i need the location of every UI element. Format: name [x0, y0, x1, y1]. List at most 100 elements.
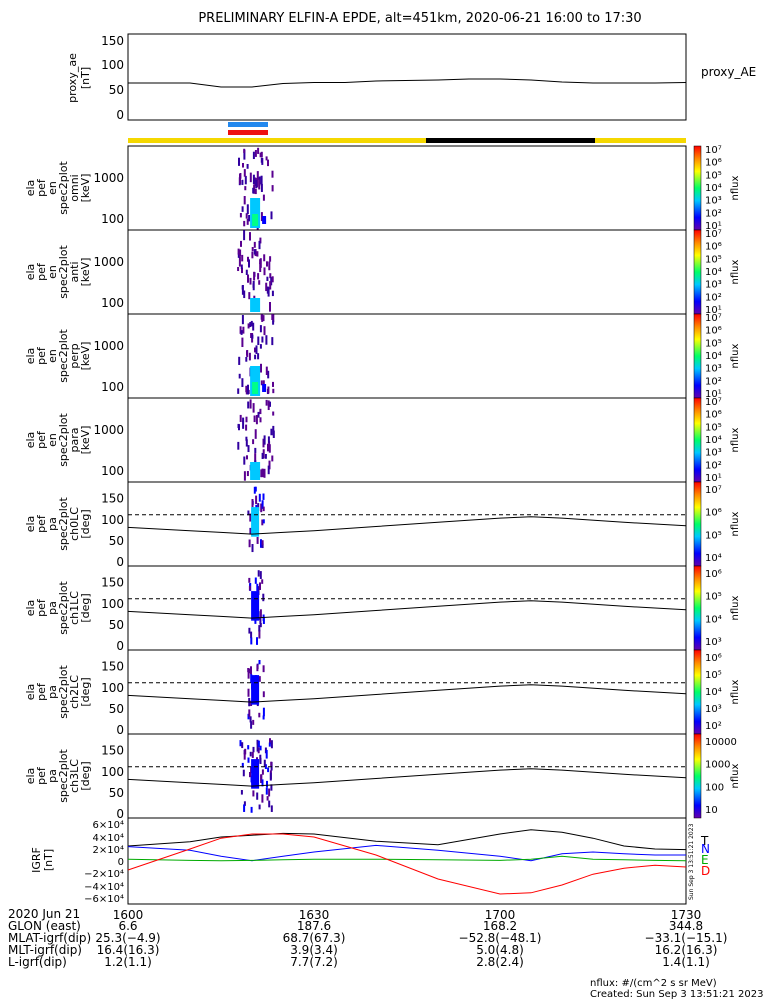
- colorbar-tick: 10⁷: [705, 397, 722, 408]
- footer-row-value: 3.9(3.4): [290, 943, 338, 957]
- spectrogram-pixel: [260, 212, 263, 222]
- x-tick-1600: 1600: [113, 908, 144, 922]
- pa-pixel: [257, 740, 260, 748]
- colorbar-tick: 10000: [705, 737, 737, 748]
- igrf-legend-e: E: [701, 853, 709, 867]
- spectrogram-pixel: [257, 411, 260, 418]
- pa-pixel: [250, 721, 253, 729]
- energy-panel-ylabel: omni: [68, 174, 81, 201]
- spectrogram-pixel: [261, 468, 264, 478]
- spectrogram-pixel: [256, 251, 259, 257]
- colorbar-tick: 10²: [705, 292, 722, 303]
- spectrogram-pixel: [252, 322, 255, 331]
- pa-panel-ylabel: pa: [46, 517, 59, 531]
- spectrogram-pixel: [243, 290, 246, 299]
- pa-core: [251, 759, 260, 789]
- spectrogram-pixel: [271, 455, 274, 462]
- pa-tick: 150: [101, 660, 124, 674]
- igrf-tick-4: 0: [118, 857, 124, 868]
- spectrogram-pixel: [246, 455, 248, 460]
- pa-pixel: [259, 745, 262, 751]
- pa-pixel: [250, 666, 252, 675]
- pa-pixel: [269, 772, 272, 781]
- spectrogram-pixel: [254, 354, 257, 360]
- spectrogram-pixel: [248, 352, 251, 361]
- sunlight-bar-yellow-left: [128, 138, 426, 143]
- spectrogram-pixel: [249, 399, 252, 409]
- pa-pixel: [270, 761, 273, 766]
- spectrogram-pixel: [272, 411, 275, 416]
- spectrogram-pixel: [258, 240, 261, 250]
- spectrogram-pixel: [253, 249, 256, 255]
- pa-core: [251, 675, 260, 705]
- spectrogram-pixel: [248, 259, 250, 268]
- spectrogram-pixel: [269, 273, 272, 279]
- pa-pixel: [263, 759, 266, 767]
- spectrogram-pixel: [240, 330, 243, 335]
- energy-panel-ylabel: pef: [35, 178, 48, 197]
- spectrogram-pixel: [247, 256, 249, 262]
- energy-panel-ylabel: [keV]: [79, 426, 92, 455]
- colorbar-tick: 10⁵: [705, 530, 722, 541]
- spectrogram-pixel: [268, 441, 271, 447]
- spectrogram-pixel: [260, 363, 262, 373]
- spectrogram-pixel: [238, 157, 240, 166]
- energy-panel-ylabel: [keV]: [79, 258, 92, 287]
- spectrogram-pixel: [240, 264, 243, 269]
- pa-panel-ylabel: ela: [24, 600, 37, 617]
- pa-pixel: [259, 609, 262, 618]
- spectrogram-core: [250, 462, 261, 480]
- energy-tick-1000: 1000: [93, 339, 124, 353]
- igrf-tick-7: −6×10⁴: [84, 894, 124, 905]
- igrf-series-d: [127, 833, 687, 895]
- spectrogram-pixel: [243, 230, 246, 241]
- spectrogram-pixel: [252, 187, 255, 194]
- spectrogram-pixel: [262, 194, 265, 201]
- pa-panel-ylabel: pef: [35, 514, 48, 533]
- pa-pixel: [258, 804, 261, 810]
- pa-pixel: [258, 629, 261, 639]
- energy-panel-ylabel: spec2plot: [57, 161, 70, 215]
- spectrogram-peak: [252, 382, 259, 394]
- colorbar-tick: 10⁵: [705, 592, 722, 603]
- spectrogram-pixel: [260, 157, 263, 163]
- spectrogram-pixel: [254, 429, 257, 439]
- spectrogram-pixel: [262, 449, 265, 459]
- pa-pixel: [239, 740, 242, 747]
- pa-panel-ylabel: pef: [35, 766, 48, 785]
- pa-pixel: [270, 740, 273, 749]
- energy-panel-ylabel: pef: [35, 430, 48, 449]
- spectrogram-pixel: [255, 345, 258, 354]
- spectrogram-pixel: [267, 400, 270, 411]
- pa-pixel: [248, 539, 251, 548]
- pa-panel-ylabel: [deg]: [79, 677, 92, 706]
- pa-pixel: [259, 754, 262, 763]
- spectrogram-pixel: [269, 256, 272, 262]
- spectrogram-pixel: [255, 415, 258, 425]
- pa-pixel: [261, 500, 264, 509]
- spectrogram-pixel: [247, 384, 249, 395]
- colorbar-label: nflux: [730, 259, 741, 284]
- spectrogram-pixel: [241, 179, 244, 185]
- pa-pixel: [243, 753, 246, 760]
- pa-pixel: [251, 751, 254, 758]
- spectrogram-pixel: [260, 175, 263, 185]
- pa-pixel: [258, 625, 261, 632]
- spectrogram-pixel: [263, 267, 266, 276]
- pa-pixel: [249, 529, 252, 534]
- spectrogram-pixel: [252, 403, 255, 413]
- spectrogram-pixel: [248, 215, 251, 222]
- x-tick-1630: 1630: [299, 908, 330, 922]
- spectrogram-pixel: [259, 152, 262, 158]
- spectrogram-pixel: [260, 183, 263, 192]
- pa-pixel: [262, 691, 265, 698]
- spectrogram-pixel: [242, 417, 245, 423]
- spectrogram-pixel: [253, 295, 256, 301]
- spectrogram-pixel: [242, 420, 245, 429]
- spectrogram-pixel: [259, 325, 262, 333]
- spectrogram-pixel: [239, 414, 242, 422]
- spectrogram-pixel: [249, 232, 251, 241]
